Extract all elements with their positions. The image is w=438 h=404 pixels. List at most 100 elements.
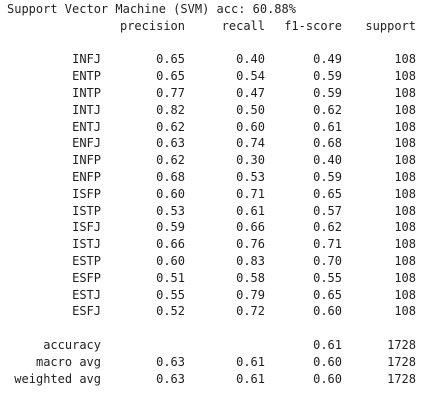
row-label: ENFP xyxy=(72,169,101,184)
f1-score-value: 0.60 xyxy=(313,304,342,319)
support-value: 108 xyxy=(394,119,416,134)
header-row: precision recall f1-score support xyxy=(0,18,438,35)
row-label: INTJ xyxy=(72,102,101,117)
blank-line xyxy=(0,320,438,337)
recall-value: 0.54 xyxy=(236,69,265,84)
class-row: INFP 0.62 0.30 0.40 108 xyxy=(0,152,438,169)
summary-row: macro avg 0.63 0.61 0.60 1728 xyxy=(0,354,438,371)
f1-score-value: 0.62 xyxy=(313,220,342,235)
class-row: ESFP 0.51 0.58 0.55 108 xyxy=(0,270,438,287)
f1-score-value: 0.65 xyxy=(313,287,342,302)
f1-score-value: 0.60 xyxy=(313,371,342,386)
support-value: 1728 xyxy=(387,371,416,386)
support-value: 108 xyxy=(394,153,416,168)
class-row: ISFJ 0.59 0.66 0.62 108 xyxy=(0,219,438,236)
row-label: INFP xyxy=(72,153,101,168)
f1-score-value: 0.59 xyxy=(313,169,342,184)
row-label: ISFJ xyxy=(72,220,101,235)
recall-value: 0.50 xyxy=(236,102,265,117)
support-value: 108 xyxy=(394,169,416,184)
class-row: ESTJ 0.55 0.79 0.65 108 xyxy=(0,287,438,304)
f1-score-value: 0.61 xyxy=(313,119,342,134)
report-title: Support Vector Machine (SVM) acc: 60.88% xyxy=(7,2,296,16)
class-row: ISTP 0.53 0.61 0.57 108 xyxy=(0,203,438,220)
support-value: 108 xyxy=(394,186,416,201)
support-value: 108 xyxy=(394,203,416,218)
row-label: INFJ xyxy=(72,52,101,67)
report-title-line: Support Vector Machine (SVM) acc: 60.88% xyxy=(0,1,438,18)
row-label: ISTP xyxy=(72,203,101,218)
f1-score-value: 0.70 xyxy=(313,253,342,268)
summary-row: weighted avg 0.63 0.61 0.60 1728 xyxy=(0,371,438,388)
recall-value: 0.66 xyxy=(236,220,265,235)
row-label: ESTP xyxy=(72,253,101,268)
f1-score-value: 0.59 xyxy=(313,85,342,100)
f1-score-value: 0.40 xyxy=(313,153,342,168)
precision-value: 0.51 xyxy=(156,270,185,285)
precision-value: 0.52 xyxy=(156,304,185,319)
support-value: 1728 xyxy=(387,337,416,352)
class-row: INTP 0.77 0.47 0.59 108 xyxy=(0,85,438,102)
precision-value: 0.53 xyxy=(156,203,185,218)
precision-value: 0.62 xyxy=(156,119,185,134)
header-precision: precision xyxy=(119,18,185,33)
recall-value: 0.58 xyxy=(236,270,265,285)
support-value: 108 xyxy=(394,270,416,285)
class-row: ENFJ 0.63 0.74 0.68 108 xyxy=(0,135,438,152)
f1-score-value: 0.65 xyxy=(313,186,342,201)
support-value: 108 xyxy=(394,69,416,84)
row-label: accuracy xyxy=(43,337,101,352)
class-rows: INFJ 0.65 0.40 0.49 108 ENTP 0.65 0.54 0.59 108 IN… xyxy=(0,51,438,320)
header-f1-score: f1-score xyxy=(284,18,342,33)
precision-value: 0.62 xyxy=(156,153,185,168)
f1-score-value: 0.71 xyxy=(313,237,342,252)
recall-value: 0.74 xyxy=(236,136,265,151)
f1-score-value: 0.49 xyxy=(313,52,342,67)
class-row: ENTP 0.65 0.54 0.59 108 xyxy=(0,68,438,85)
precision-value: 0.63 xyxy=(156,354,185,369)
class-row: INTJ 0.82 0.50 0.62 108 xyxy=(0,102,438,119)
row-label: weighted avg xyxy=(14,371,101,386)
recall-value: 0.76 xyxy=(236,237,265,252)
precision-value: 0.55 xyxy=(156,287,185,302)
row-label: ESFJ xyxy=(72,304,101,319)
class-row: ISFP 0.60 0.71 0.65 108 xyxy=(0,186,438,203)
support-value: 108 xyxy=(394,287,416,302)
row-label: ENTJ xyxy=(72,119,101,134)
recall-value: 0.47 xyxy=(236,85,265,100)
f1-score-value: 0.60 xyxy=(313,354,342,369)
support-value: 108 xyxy=(394,220,416,235)
header-support: support xyxy=(365,18,416,33)
support-value: 108 xyxy=(394,85,416,100)
f1-score-value: 0.57 xyxy=(313,203,342,218)
row-label: macro avg xyxy=(35,354,101,369)
support-value: 108 xyxy=(394,102,416,117)
recall-value: 0.60 xyxy=(236,119,265,134)
precision-value: 0.65 xyxy=(156,52,185,67)
precision-value: 0.60 xyxy=(156,253,185,268)
header-recall: recall xyxy=(221,18,265,33)
recall-value: 0.61 xyxy=(236,203,265,218)
f1-score-value: 0.59 xyxy=(313,69,342,84)
summary-row: accuracy 0.61 1728 xyxy=(0,337,438,354)
row-label: ISTJ xyxy=(72,237,101,252)
row-label: INTP xyxy=(72,85,101,100)
support-value: 108 xyxy=(394,52,416,67)
precision-value: 0.82 xyxy=(156,102,185,117)
f1-score-value: 0.55 xyxy=(313,270,342,285)
precision-value: 0.65 xyxy=(156,69,185,84)
class-row: ISTJ 0.66 0.76 0.71 108 xyxy=(0,236,438,253)
f1-score-value: 0.68 xyxy=(313,136,342,151)
recall-value: 0.83 xyxy=(236,253,265,268)
class-row: INFJ 0.65 0.40 0.49 108 xyxy=(0,51,438,68)
class-row: ENTJ 0.62 0.60 0.61 108 xyxy=(0,119,438,136)
recall-value: 0.61 xyxy=(236,371,265,386)
class-row: ENFP 0.68 0.53 0.59 108 xyxy=(0,169,438,186)
row-label: ESFP xyxy=(72,270,101,285)
row-label: ENFJ xyxy=(72,136,101,151)
row-label: ENTP xyxy=(72,69,101,84)
precision-value: 0.59 xyxy=(156,220,185,235)
recall-value: 0.71 xyxy=(236,186,265,201)
support-value: 108 xyxy=(394,253,416,268)
